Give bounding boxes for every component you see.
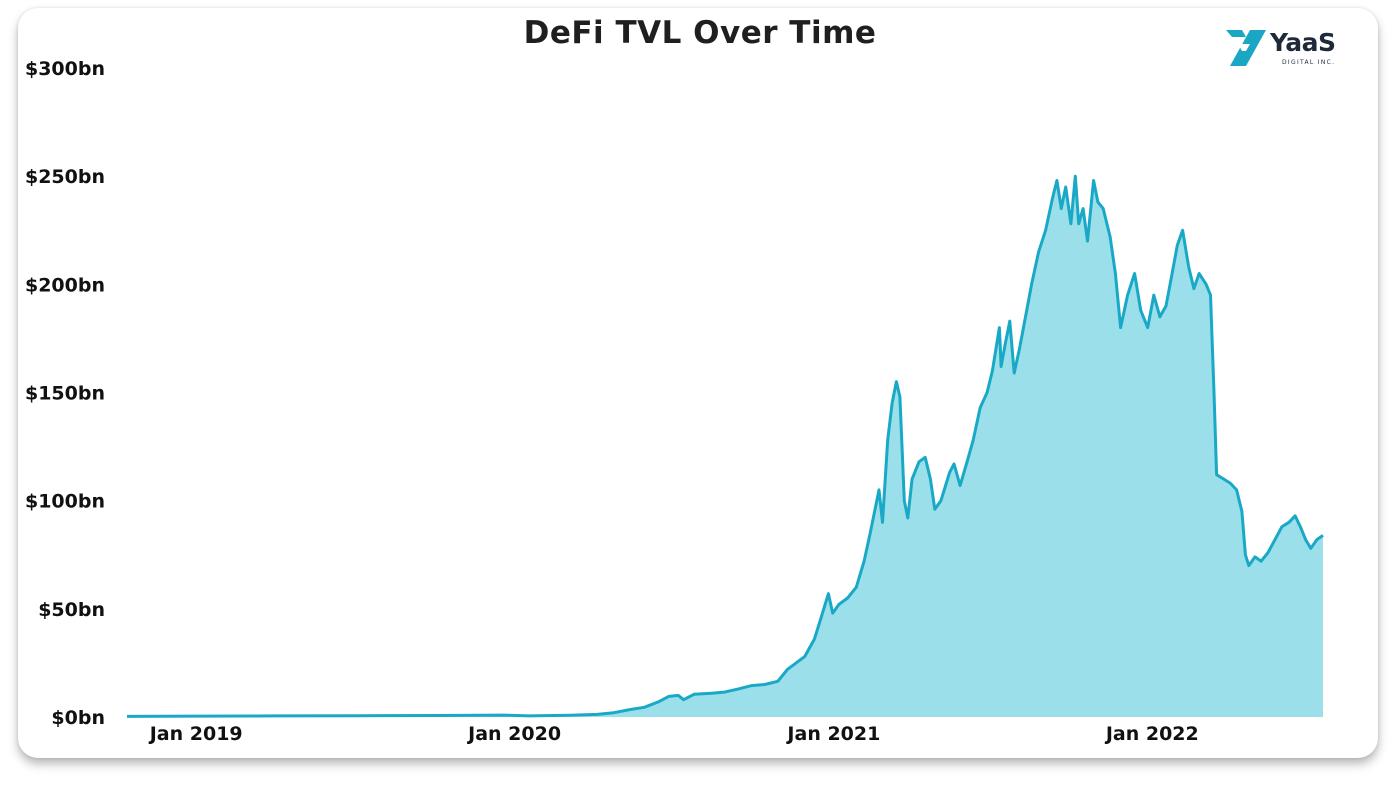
- logo-wordmark: YaaS: [1270, 28, 1336, 57]
- x-axis: Jan 2019 Jan 2020 Jan 2021 Jan 2022: [148, 723, 1199, 745]
- y-tick-label: $250bn: [25, 166, 105, 188]
- logo-subtitle: DIGITAL INC.: [1282, 59, 1336, 66]
- tvl-area-fill: [127, 176, 1323, 717]
- y-tick-label: $0bn: [51, 707, 105, 729]
- yaas-logo-icon: [1226, 30, 1266, 66]
- x-tick-label: Jan 2021: [785, 723, 880, 745]
- y-tick-label: $150bn: [25, 383, 105, 405]
- brand-logo: YaaS DIGITAL INC.: [1224, 28, 1344, 72]
- y-axis: $0bn $50bn $100bn $150bn $200bn $250bn $300bn: [25, 58, 105, 729]
- y-tick-label: $300bn: [25, 58, 105, 80]
- x-tick-label: Jan 2022: [1104, 723, 1199, 745]
- tvl-series-line: [126, 174, 1324, 718]
- y-tick-label: $100bn: [25, 491, 105, 513]
- y-tick-label: $200bn: [25, 274, 105, 296]
- x-tick-label: Jan 2020: [466, 723, 561, 745]
- x-tick-label: Jan 2019: [148, 723, 243, 745]
- chart-title: DeFi TVL Over Time: [523, 15, 877, 51]
- y-tick-label: $50bn: [38, 599, 105, 621]
